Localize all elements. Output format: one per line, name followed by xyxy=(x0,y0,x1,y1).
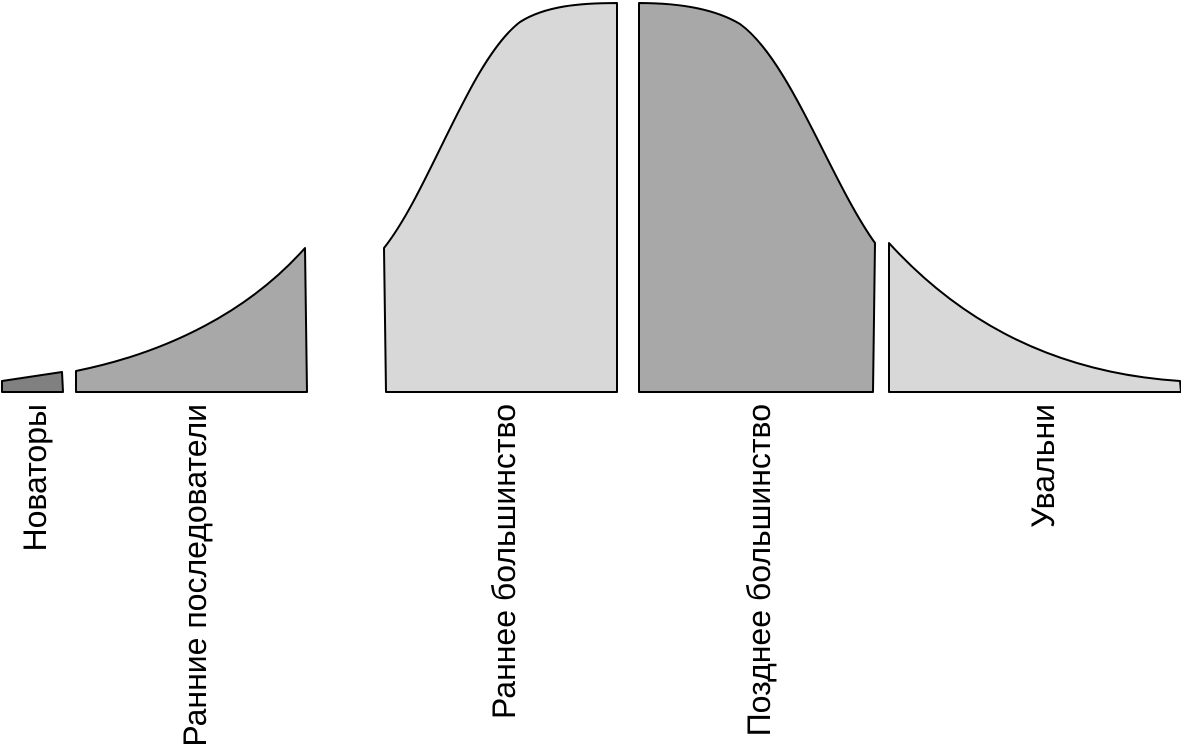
segment-early-adopters xyxy=(75,247,308,393)
label-early-adopters: Ранние последователи xyxy=(177,404,213,747)
label-late-majority: Позднее большинство xyxy=(741,404,777,736)
segment-early-majority xyxy=(383,2,618,393)
label-early-majority: Раннее большинство xyxy=(486,404,522,719)
label-innovators: Новаторы xyxy=(17,404,53,552)
segment-innovators xyxy=(1,371,64,393)
segment-laggards xyxy=(888,242,1181,393)
label-laggards: Увальни xyxy=(1025,404,1061,528)
segment-late-majority xyxy=(638,2,876,393)
